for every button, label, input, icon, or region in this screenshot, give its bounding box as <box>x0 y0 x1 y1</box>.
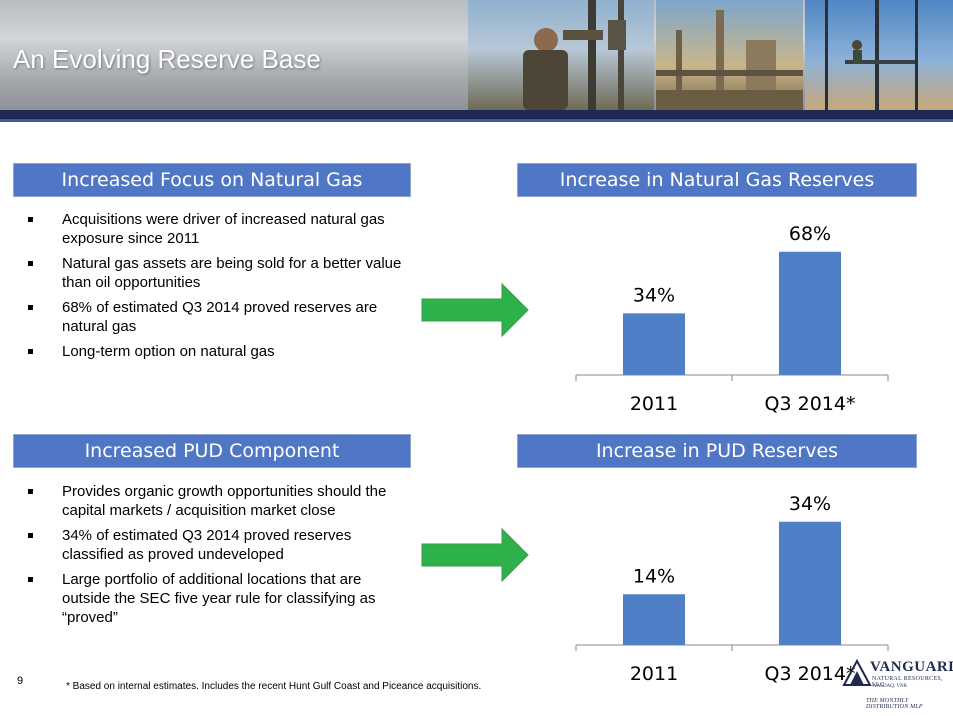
vanguard-logo: VANGUARD NATURAL RESOURCES, LLC NASDAQ: … <box>840 657 953 713</box>
logo-ticker: NASDAQ: VNR <box>873 684 907 689</box>
logo-subtitle: NATURAL RESOURCES, LLC <box>872 676 943 688</box>
category-label: 2011 <box>630 393 678 415</box>
data-label: 34% <box>789 493 831 515</box>
section-header-pud-component: Increased PUD Component <box>13 434 411 468</box>
data-label: 14% <box>633 565 675 587</box>
category-label: 2011 <box>630 663 678 685</box>
list-item: 34% of estimated Q3 2014 proved reserves… <box>13 526 413 564</box>
list-item: Long-term option on natural gas <box>13 342 413 361</box>
vanguard-mountain-icon <box>842 658 872 686</box>
right-arrow-icon <box>421 527 529 583</box>
bar-chart-pud: 14% 2011 34% Q3 2014* <box>575 493 889 685</box>
bar-second <box>779 521 841 645</box>
header-accent-line <box>0 119 953 122</box>
section-header-pud-reserves: Increase in PUD Reserves <box>517 434 917 468</box>
logo-name: VANGUARD <box>870 659 953 675</box>
header-divider <box>0 110 953 119</box>
bar-chart-natural-gas: 34% 2011 68% Q3 2014* <box>575 223 889 415</box>
section-header-natural-gas-reserves: Increase in Natural Gas Reserves <box>517 163 917 197</box>
bullet-square-icon <box>28 577 33 582</box>
pud-component-bullets: Provides organic growth opportunities sh… <box>13 482 413 633</box>
list-item: Acquisitions were driver of increased na… <box>13 210 413 248</box>
list-item: 68% of estimated Q3 2014 proved reserves… <box>13 298 413 336</box>
bullet-square-icon <box>28 349 33 354</box>
data-label: 68% <box>789 223 831 245</box>
header-photo-oil-worker <box>468 0 654 110</box>
bullet-square-icon <box>28 489 33 494</box>
category-label: Q3 2014* <box>765 663 856 685</box>
list-item: Natural gas assets are being sold for a … <box>13 254 413 292</box>
slide-header: An Evolving Reserve Base <box>0 0 953 110</box>
bar-first <box>623 594 685 645</box>
section-header-natural-gas-focus: Increased Focus on Natural Gas <box>13 163 411 197</box>
chart-natural-gas-reserves: 34% 2011 68% Q3 2014* <box>570 200 900 425</box>
header-photo-refinery <box>656 0 803 110</box>
bar-second <box>779 251 841 375</box>
chart-pud-reserves: 14% 2011 34% Q3 2014* <box>570 470 900 695</box>
bullet-square-icon <box>28 533 33 538</box>
footnote: * Based on internal estimates. Includes … <box>66 681 482 692</box>
right-arrow-icon <box>421 282 529 338</box>
category-label: Q3 2014* <box>765 393 856 415</box>
data-label: 34% <box>633 284 675 306</box>
header-photo-drilling-rig <box>805 0 953 110</box>
bullet-square-icon <box>28 305 33 310</box>
list-item: Large portfolio of additional locations … <box>13 570 413 627</box>
list-item: Provides organic growth opportunities sh… <box>13 482 413 520</box>
page-number: 9 <box>17 675 24 687</box>
logo-tagline: THE MONTHLY DISTRIBUTION MLP <box>866 698 923 710</box>
bullet-square-icon <box>28 217 33 222</box>
natural-gas-focus-bullets: Acquisitions were driver of increased na… <box>13 210 413 367</box>
bar-first <box>623 313 685 375</box>
page-title: An Evolving Reserve Base <box>13 44 321 74</box>
bullet-square-icon <box>28 261 33 266</box>
